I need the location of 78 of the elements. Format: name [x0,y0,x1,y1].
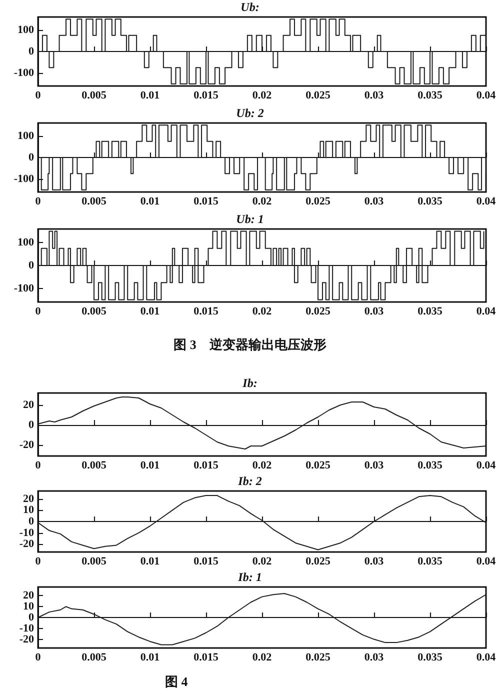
y-tick-label: -20 [19,439,34,451]
x-tick-label: 0.03 [364,306,384,318]
x-tick-label: 0.04 [476,196,496,208]
x-tick-label: 0.03 [364,460,384,472]
caption: 图 4 [165,674,188,689]
x-tick-label: 0.01 [140,556,160,568]
x-tick-label: 0.01 [140,306,160,318]
x-tick-label: 0.035 [418,306,443,318]
x-tick-label: 0.005 [82,652,107,664]
chart-title: Ib: [242,376,258,390]
y-tick-label: 10 [23,600,34,613]
x-tick-label: 0.005 [82,90,107,102]
x-tick-label: 0.005 [82,460,107,472]
x-tick-label: 0.03 [364,556,384,568]
x-tick-label: 0.03 [364,196,384,208]
x-tick-label: 0.04 [476,306,496,318]
y-tick-label: 0 [28,516,34,528]
x-tick-label: 0.025 [306,90,331,102]
y-tick-label: 20 [23,399,34,411]
x-tick-label: 0.025 [306,460,331,472]
x-tick-label: 0.005 [82,306,107,318]
x-tick-label: 0.005 [82,196,107,208]
y-tick-label: -100 [14,282,34,294]
caption: 图 3 逆变器输出电压波形 [174,337,326,352]
y-tick-label: 0 [28,419,34,431]
y-tick-label: -20 [19,538,34,550]
chart-title: Ub: [240,0,260,14]
y-tick-label: 0 [28,152,34,164]
x-tick-label: 0.03 [364,90,384,102]
x-tick-label: 0.04 [476,460,496,472]
y-tick-label: 20 [23,492,34,505]
x-tick-label: 0.015 [194,306,219,318]
x-tick-label: 0.01 [140,196,160,208]
x-tick-label: 0.025 [306,196,331,208]
y-tick-label: 100 [18,24,34,36]
y-tick-label: 100 [18,130,34,142]
y-tick-label: 0 [28,260,34,272]
x-tick-label: 0.035 [418,196,443,208]
x-tick-label: 0.035 [418,652,443,664]
y-tick-label: 10 [23,504,34,516]
y-tick-label: -10 [19,526,34,539]
x-tick-label: 0.025 [306,556,331,568]
chart-title: Ub: 2 [236,106,264,120]
x-tick-label: 0.015 [194,196,219,208]
y-tick-label: -20 [19,633,34,646]
x-tick-label: 0.04 [476,652,496,664]
x-tick-label: 0.02 [252,90,272,102]
x-tick-label: 0.02 [252,556,272,568]
x-tick-label: 0.02 [252,196,272,208]
y-tick-label: 0 [28,46,34,58]
x-tick-label: 0.02 [252,460,272,472]
x-tick-label: 0.02 [252,652,272,664]
x-tick-label: 0.015 [194,460,219,472]
x-tick-label: 0.035 [418,556,443,568]
x-tick-label: 0.01 [140,652,160,664]
x-tick-label: 0.025 [306,306,331,318]
x-tick-label: 0.015 [194,652,219,664]
y-tick-label: -100 [14,173,34,186]
x-tick-label: 0.035 [418,460,443,472]
x-tick-label: 0.015 [194,556,219,568]
x-tick-label: 0.035 [418,90,443,102]
y-tick-label: 100 [18,236,34,249]
x-tick-label: 0.015 [194,90,219,102]
chart-title: Ub: 1 [236,212,264,226]
x-tick-label: 0.01 [140,460,160,472]
x-tick-label: 0.04 [476,90,496,102]
chart-title: Ib: 1 [237,570,262,584]
x-tick-label: 0.005 [82,556,107,568]
x-tick-label: 0.01 [140,90,160,102]
y-tick-label: -100 [14,67,34,80]
x-tick-label: 0.02 [252,306,272,318]
x-tick-label: 0.025 [306,652,331,664]
chart-title: Ib: 2 [237,474,262,488]
y-tick-label: 20 [23,590,34,602]
y-tick-label: -10 [19,622,34,634]
x-tick-label: 0.03 [364,652,384,664]
x-tick-label: 0.04 [476,556,496,568]
y-tick-label: 0 [28,612,34,624]
